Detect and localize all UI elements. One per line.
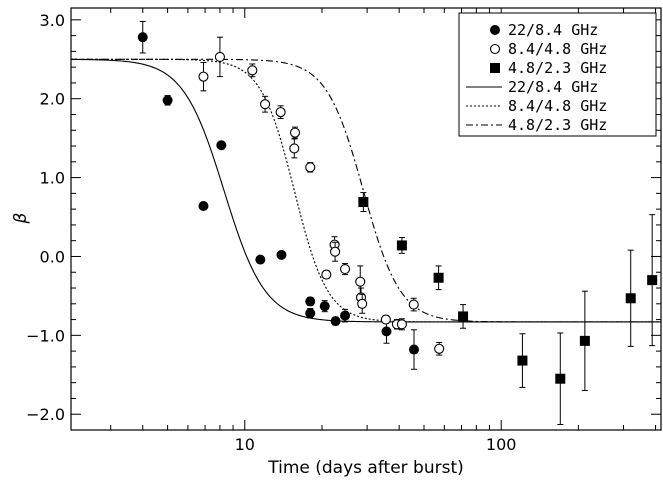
plot-frame <box>70 7 662 431</box>
data-point-series-1 <box>198 71 209 82</box>
data-point-series-0 <box>319 301 330 312</box>
legend-label: 8.4/4.8 GHz <box>508 40 607 58</box>
data-point-series-1 <box>321 269 332 280</box>
data-point-series-2 <box>579 335 590 346</box>
data-point-series-2 <box>647 275 658 286</box>
data-point-series-0 <box>255 254 266 265</box>
fit-curve-2 <box>71 58 661 323</box>
data-point-series-0 <box>381 326 392 337</box>
y-axis-label: β <box>11 212 31 224</box>
y-tick-label: 3.0 <box>40 11 65 30</box>
legend-label: 4.8/2.3 GHz <box>508 59 607 77</box>
data-point-series-0 <box>162 95 173 106</box>
y-tick-label: −1.0 <box>26 326 65 345</box>
data-point-series-2 <box>396 240 407 251</box>
data-point-series-2 <box>625 293 636 304</box>
data-point-series-1 <box>339 264 351 275</box>
data-point-series-2 <box>358 197 369 208</box>
legend-label: 4.8/2.3 GHz <box>508 116 607 134</box>
data-point-series-0 <box>198 200 209 211</box>
data-point-series-2 <box>517 355 528 366</box>
data-point-series-1 <box>289 127 301 138</box>
y-tick-label: 2.0 <box>40 90 65 109</box>
data-point-series-0 <box>305 296 316 307</box>
y-tick-label: 0.0 <box>40 247 65 266</box>
data-point-series-0 <box>137 32 148 43</box>
data-point-series-0 <box>330 316 341 327</box>
data-point-series-0 <box>340 310 351 321</box>
y-tick-label: 1.0 <box>40 169 65 188</box>
data-point-series-1 <box>214 51 225 62</box>
data-point-series-0 <box>216 140 227 151</box>
data-point-series-1 <box>289 143 300 154</box>
x-tick-label: 100 <box>486 435 517 454</box>
data-point-series-1 <box>357 298 368 309</box>
legend-label: 22/8.4 GHz <box>508 21 598 39</box>
data-point-series-2 <box>555 373 566 384</box>
data-point-series-2 <box>458 311 469 322</box>
data-point-series-0 <box>408 344 419 355</box>
data-point-series-0 <box>276 249 287 260</box>
plot-data-layer <box>70 20 661 425</box>
axis-ticks: 10 100 3.0 2.0 1.0 0.0 −1.0 −2.0 <box>26 8 661 454</box>
data-point-series-1 <box>247 65 258 76</box>
legend-marker-1 <box>489 43 501 55</box>
legend-label: 8.4/4.8 GHz <box>508 97 607 115</box>
data-point-series-1 <box>380 314 391 325</box>
legend-marker-2 <box>490 63 500 73</box>
data-point-series-1 <box>330 246 341 257</box>
fit-curve-1 <box>71 58 661 323</box>
data-point-series-1 <box>260 99 271 110</box>
data-point-series-1 <box>434 343 445 354</box>
data-point-series-1 <box>408 299 419 310</box>
data-point-series-1 <box>355 276 366 287</box>
x-tick-label: 10 <box>235 435 255 454</box>
legend-marker-0 <box>490 25 500 35</box>
legend-label: 22/8.4 GHz <box>508 78 598 96</box>
x-axis-label: Time (days after burst) <box>267 458 464 478</box>
data-point-series-0 <box>305 308 316 319</box>
data-point-series-1 <box>396 319 407 330</box>
data-point-series-1 <box>305 162 316 173</box>
data-point-series-2 <box>433 272 444 283</box>
data-point-series-1 <box>275 107 286 118</box>
y-tick-label: −2.0 <box>26 405 65 424</box>
